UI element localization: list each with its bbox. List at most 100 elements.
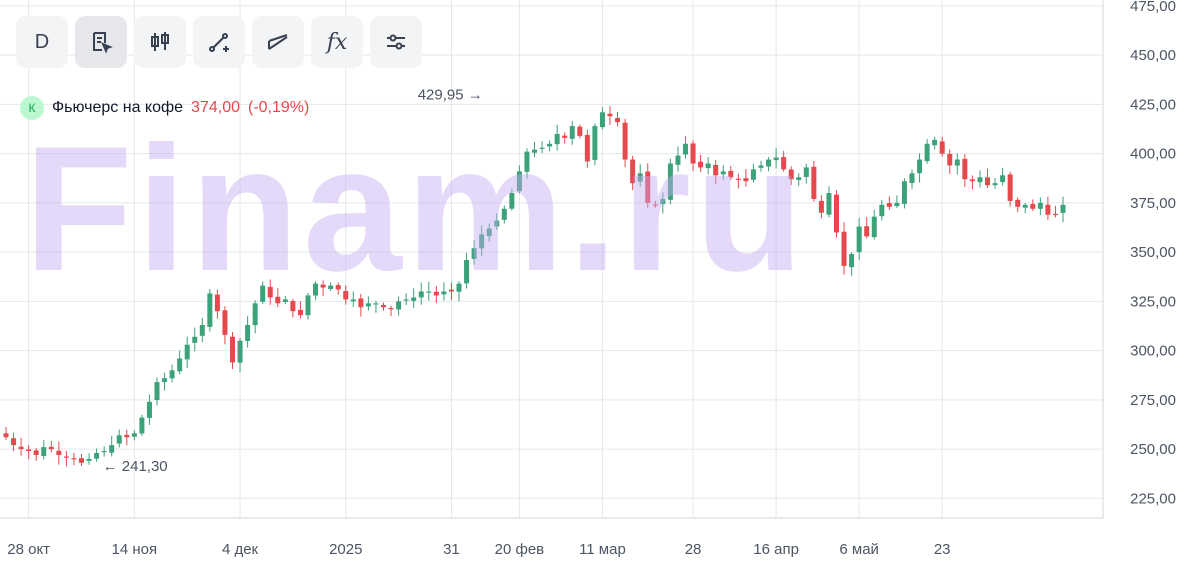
candle-type-button[interactable] xyxy=(134,16,186,68)
candle-body xyxy=(199,324,205,336)
candle-body xyxy=(1052,213,1058,216)
candle-body xyxy=(562,135,568,138)
instrument-name[interactable]: Фьючерс на кофе xyxy=(52,99,184,116)
candle-body xyxy=(683,143,688,155)
candle-body xyxy=(169,370,175,379)
x-tick-label: 28 xyxy=(685,541,702,558)
candle-body xyxy=(146,401,152,418)
chart-toolbar: D fx xyxy=(16,16,422,68)
candle-body xyxy=(245,324,251,341)
candle-body xyxy=(539,147,545,149)
candle-body xyxy=(660,198,666,204)
candle-body xyxy=(720,171,726,175)
channel-icon xyxy=(268,34,288,50)
candle-body xyxy=(690,143,696,164)
candle-body xyxy=(939,141,945,154)
candle-body xyxy=(667,163,673,200)
candle-body xyxy=(373,303,379,305)
candle-body xyxy=(969,179,975,182)
candle-body xyxy=(773,157,779,161)
candle-body xyxy=(162,378,168,383)
y-tick-label: 375,00 xyxy=(1130,195,1176,212)
candle-body xyxy=(441,291,447,295)
candle-body xyxy=(79,458,84,463)
interval-button[interactable]: D xyxy=(16,16,68,68)
candle-body xyxy=(433,291,439,296)
candle-body xyxy=(56,450,62,455)
candle-body xyxy=(101,451,107,453)
candle-body xyxy=(501,208,507,220)
settings-button[interactable] xyxy=(370,16,422,68)
candle-body xyxy=(3,433,9,438)
candle-body xyxy=(947,153,953,166)
candle-body xyxy=(48,446,54,450)
candle-body xyxy=(1037,202,1043,209)
candle-body xyxy=(652,204,658,206)
candle-body xyxy=(94,453,100,459)
y-tick-label: 475,00 xyxy=(1130,0,1176,15)
candle-body xyxy=(365,303,371,307)
candle-body xyxy=(177,358,183,372)
draw-line-button[interactable] xyxy=(193,16,245,68)
candle-body xyxy=(607,113,613,117)
candle-body xyxy=(584,134,590,162)
candle-body xyxy=(388,308,394,310)
y-tick-label: 325,00 xyxy=(1130,293,1176,310)
candle-body xyxy=(86,458,92,461)
y-tick-label: 300,00 xyxy=(1130,343,1176,360)
candle-body xyxy=(154,382,160,401)
instrument-price: 374,00 xyxy=(191,99,240,116)
candle-body xyxy=(328,285,334,289)
candle-body xyxy=(675,155,681,165)
candle-body xyxy=(63,456,69,458)
candle-body xyxy=(41,447,47,457)
indicators-button[interactable]: fx xyxy=(311,16,363,68)
candle-body xyxy=(267,286,273,298)
candle-body xyxy=(343,291,349,300)
y-tick-label: 350,00 xyxy=(1130,244,1176,261)
candle-body xyxy=(977,177,983,183)
candle-body xyxy=(396,301,402,310)
candle-body xyxy=(856,226,862,253)
candle-body xyxy=(1022,204,1028,208)
x-tick-label: 11 мар xyxy=(579,541,626,558)
candle-body xyxy=(592,126,598,160)
candle-body xyxy=(871,216,877,238)
candle-body xyxy=(71,458,77,460)
y-axis: 225,00 250,00 275,00 300,00 325,00 350,00 375,… xyxy=(1102,0,1176,518)
draw-channel-button[interactable] xyxy=(252,16,304,68)
candle-body xyxy=(985,177,990,186)
candle-body xyxy=(879,204,885,217)
candle-body xyxy=(901,181,907,204)
candle-body xyxy=(864,226,870,237)
x-tick-label: 14 ноя xyxy=(112,541,158,558)
candle-body xyxy=(381,304,386,308)
candle-body xyxy=(547,143,553,147)
y-tick-label: 275,00 xyxy=(1130,392,1176,409)
candle-body xyxy=(645,171,651,203)
candle-body xyxy=(781,157,787,170)
candle-body xyxy=(698,161,704,168)
candle-body xyxy=(766,159,772,167)
candle-body xyxy=(917,159,923,174)
function-icon: fx xyxy=(326,29,348,55)
candle-body xyxy=(894,202,900,207)
candle-body xyxy=(886,203,892,207)
candle-body xyxy=(230,336,235,363)
x-tick-label: 31 xyxy=(443,541,460,558)
candle-body xyxy=(237,340,243,363)
candle-body xyxy=(109,445,115,453)
candle-body xyxy=(992,183,998,186)
cursor-document-icon xyxy=(93,32,113,54)
instrument-change: (-0,19%) xyxy=(247,99,310,116)
candle-body xyxy=(260,285,266,302)
candle-body xyxy=(954,159,960,166)
candle-body xyxy=(932,139,938,146)
interval-label: D xyxy=(34,30,50,53)
cursor-tool-button[interactable] xyxy=(75,16,127,68)
candle-body xyxy=(403,299,409,301)
candle-body xyxy=(358,298,364,308)
candle-body xyxy=(1030,203,1036,209)
y-tick-label: 425,00 xyxy=(1130,96,1176,113)
